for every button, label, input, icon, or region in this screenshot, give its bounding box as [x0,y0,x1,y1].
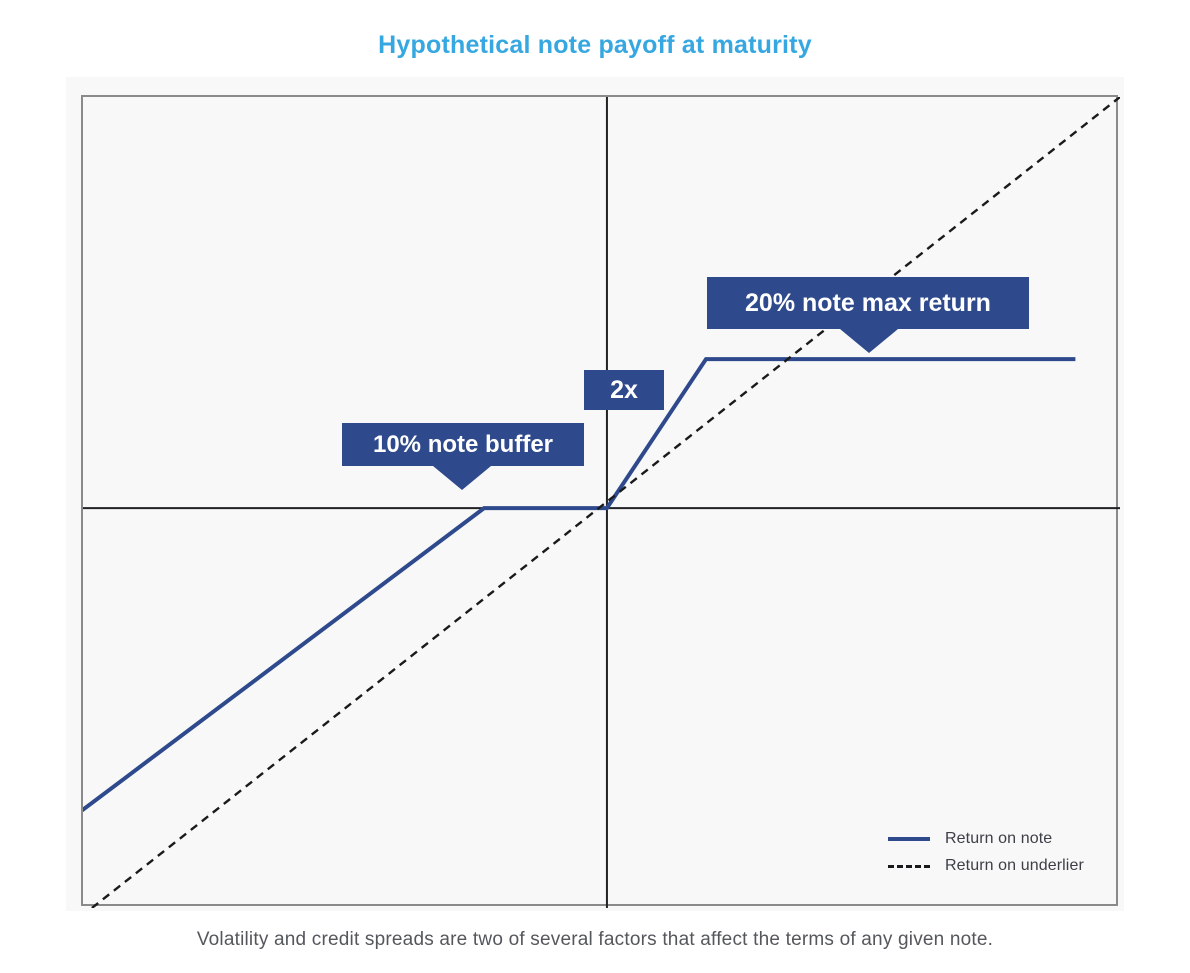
chart-panel: 20% note max return 2x 10% note buffer R… [66,77,1124,911]
payoff-chart-svg [83,97,1120,908]
plot-area: 20% note max return 2x 10% note buffer R… [81,95,1120,908]
chart-title: Hypothetical note payoff at maturity [378,31,812,59]
legend: Return on note Return on underlier [888,830,1084,875]
callout-multiplier-label: 2x [610,375,638,404]
legend-label-underlier: Return on underlier [945,857,1084,874]
chart-caption: Volatility and credit spreads are two of… [196,929,994,950]
legend-label-note: Return on note [945,830,1053,847]
callout-tail-down-icon [433,466,491,490]
solid-line-swatch-icon [888,837,930,841]
callout-tail-down-icon [840,329,898,353]
callout-max-return-label: 20% note max return [745,288,991,317]
callout-buffer: 10% note buffer [342,423,584,490]
callout-max-return: 20% note max return [707,277,1029,353]
callout-multiplier: 2x [584,370,664,410]
legend-item-note: Return on note [888,830,1084,848]
callout-buffer-label: 10% note buffer [372,430,554,458]
legend-item-underlier: Return on underlier [888,857,1084,875]
dashed-line-swatch-icon [888,864,930,868]
